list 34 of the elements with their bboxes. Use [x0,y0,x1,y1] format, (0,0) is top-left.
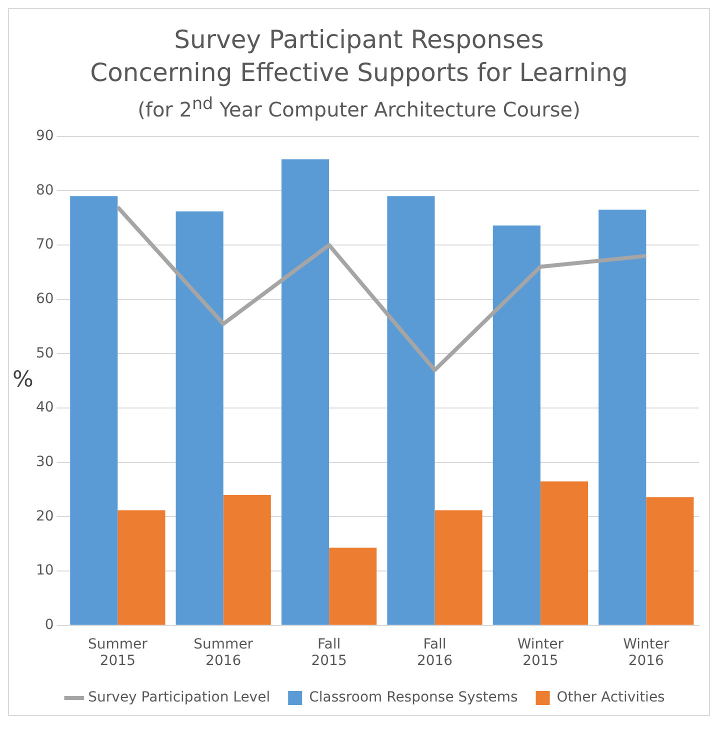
y-tick-label: 10 [36,562,54,578]
bar [70,196,118,625]
bar [434,510,482,625]
y-tick-label: 90 [36,128,54,144]
bar [540,481,588,625]
legend-label: Other Activities [556,689,665,706]
bar [492,225,540,625]
bar [329,547,377,625]
bar [646,496,694,625]
legend-label: Survey Participation Level [88,689,270,706]
bar [598,209,646,625]
y-axis-title: % [12,367,34,392]
chart-title: Survey Participant Responses Concerning Effective Supports for Learning [89,24,629,89]
x-tick-label: Summer 2015 [88,636,148,669]
bar [223,494,271,625]
bar [118,510,166,625]
chart-subtitle: (for 2$^{nd}$ Year Computer Architecture Course) [136,93,582,124]
x-tick-label: Summer 2016 [194,636,254,669]
bar [176,211,224,625]
y-tick-label: 30 [36,454,54,470]
y-tick-label: 50 [36,345,54,362]
y-tick-label: 70 [36,236,54,252]
bar [281,158,330,625]
x-tick-label: Winter 2016 [623,636,670,669]
y-tick-label: 20 [36,508,54,524]
y-tick-label: 60 [36,290,54,307]
x-tick-label: Winter 2015 [517,636,564,669]
bar [387,196,435,625]
x-tick-label: Fall 2016 [416,636,453,669]
x-tick-label: Fall 2015 [311,636,347,669]
y-tick-label: 0 [44,616,54,633]
legend-label: Classroom Response Systems [309,689,518,706]
y-tick-label: 40 [36,399,54,416]
y-tick-label: 80 [36,182,54,198]
